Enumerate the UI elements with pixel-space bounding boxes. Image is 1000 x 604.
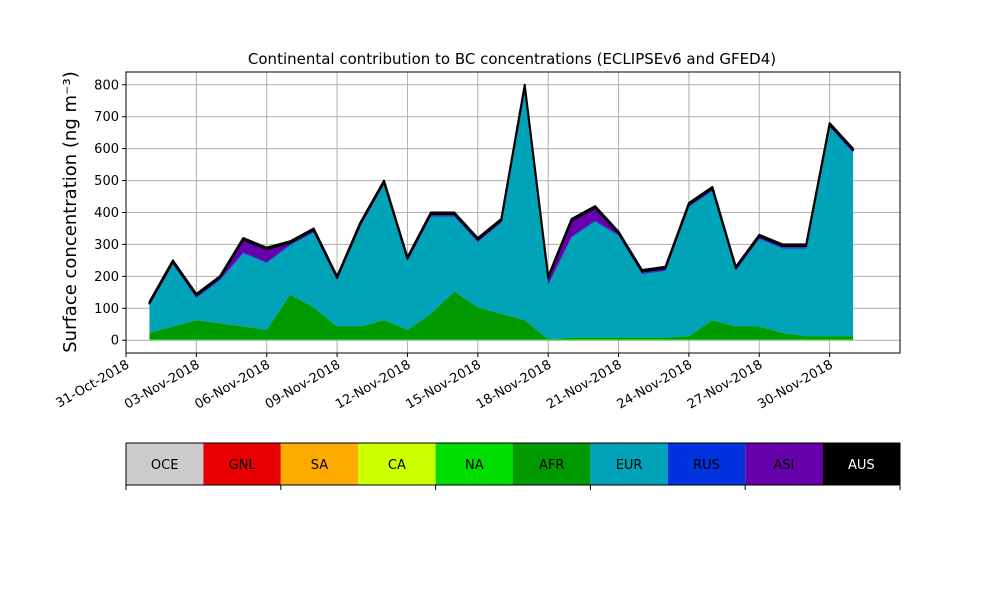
- area: [149, 291, 854, 340]
- legend-swatch: [513, 443, 591, 485]
- x-tick-label: 15-Nov-2018: [404, 357, 484, 412]
- y-tick-label: 700: [94, 110, 119, 125]
- legend-label: ASI: [773, 458, 794, 473]
- plot-frame: [125, 71, 901, 354]
- legend-swatch: [280, 443, 359, 485]
- area: [149, 88, 854, 340]
- x-tick-label: 03-Nov-2018: [122, 357, 202, 412]
- x-tick-label: 12-Nov-2018: [333, 357, 413, 412]
- x-tick-label: 24-Nov-2018: [615, 357, 695, 412]
- y-tick-label: 0: [111, 334, 119, 349]
- area: [148, 83, 855, 305]
- x-tick-label: 30-Nov-2018: [755, 357, 835, 412]
- legend-label: EUR: [616, 458, 643, 473]
- y-tick-label: 800: [94, 78, 119, 93]
- legend-label: RUS: [693, 458, 720, 473]
- legend-swatch: [667, 443, 746, 485]
- y-tick-label: 600: [94, 142, 119, 157]
- y-tick-label: 100: [94, 302, 119, 317]
- legend-frame: [125, 442, 901, 486]
- y-tick-label: 500: [94, 174, 119, 189]
- legend-swatch: [435, 443, 513, 485]
- y-axis-label: Surface concentration (ng m⁻³): [60, 71, 81, 353]
- y-tick-label: 400: [94, 206, 119, 221]
- y-tick-label: 200: [94, 270, 119, 285]
- legend-swatch: [745, 443, 823, 485]
- legend-label: AFR: [539, 458, 564, 473]
- legend-swatch: [358, 443, 436, 485]
- legend-label: GNL: [229, 458, 257, 473]
- x-tick-label: 18-Nov-2018: [474, 357, 554, 412]
- legend-label: AUS: [848, 458, 875, 473]
- x-tick-label: 09-Nov-2018: [263, 357, 343, 412]
- legend-swatch: [822, 443, 900, 485]
- chart-title: Continental contribution to BC concentra…: [248, 50, 776, 68]
- legend-label: OCE: [151, 458, 179, 473]
- legend-label: SA: [311, 458, 328, 473]
- y-tick-label: 300: [94, 238, 119, 253]
- legend-swatch: [590, 443, 668, 485]
- x-tick-label: 21-Nov-2018: [544, 357, 624, 412]
- area: [149, 339, 854, 341]
- legend-label: CA: [388, 458, 406, 473]
- legend-swatch: [126, 443, 204, 485]
- x-tick-label: 06-Nov-2018: [192, 357, 272, 412]
- x-tick-label: 31-Oct-2018: [54, 357, 132, 411]
- legend-swatch: [203, 443, 281, 485]
- legend-label: NA: [465, 458, 484, 473]
- x-tick-label: 27-Nov-2018: [685, 357, 765, 412]
